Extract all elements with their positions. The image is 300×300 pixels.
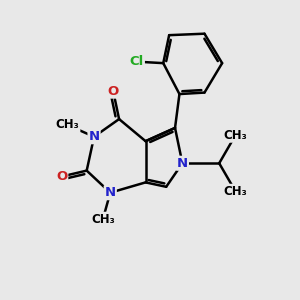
Text: CH₃: CH₃ (224, 185, 247, 198)
Text: CH₃: CH₃ (91, 213, 115, 226)
Text: CH₃: CH₃ (56, 118, 80, 131)
Text: Cl: Cl (130, 55, 144, 68)
Text: O: O (56, 170, 67, 183)
Text: CH₃: CH₃ (224, 129, 247, 142)
Text: O: O (108, 85, 119, 98)
Text: N: N (177, 157, 188, 170)
Text: N: N (88, 130, 100, 143)
Text: N: N (105, 186, 116, 199)
